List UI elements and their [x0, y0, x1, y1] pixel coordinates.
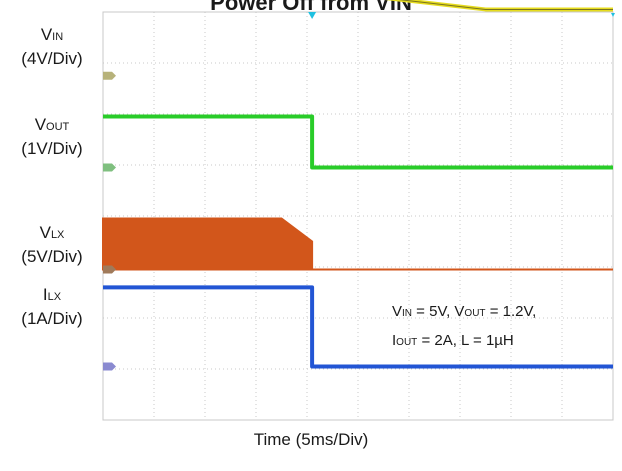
- page-title: Power Off from VIN: [210, 0, 412, 15]
- trigger-marker: [308, 12, 317, 19]
- vin-label-scale: (4V/Div): [21, 49, 83, 68]
- vlx-channel-label: VLX (5V/Div): [6, 222, 98, 267]
- condition-text-part: V: [392, 303, 403, 320]
- condition-text-part: I: [392, 332, 397, 349]
- condition-text-part: = 1.2V,: [485, 303, 537, 320]
- traces: [102, 0, 613, 369]
- condition-text-part: IN: [402, 308, 413, 319]
- channel-markers: [103, 12, 615, 371]
- vout-label-scale: (1V/Div): [21, 139, 83, 158]
- x-axis-label: Time (5ms/Div): [253, 430, 369, 449]
- vlx-label-scale: (5V/Div): [21, 247, 83, 266]
- ilx-ground-marker: [103, 362, 116, 371]
- condition-text-part: OUT: [464, 308, 486, 319]
- ilx-label-scale: (1A/Div): [21, 309, 83, 328]
- ilx-label-symbol: ILX: [42, 285, 62, 304]
- vin-ground-marker: [103, 71, 116, 80]
- vin-trace-edge: [398, 0, 613, 10]
- test-conditions: VIN = 5V, VOUT = 1.2V, IOUT = 2A, L = 1µ…: [392, 298, 536, 356]
- trigger-level-marker: [611, 13, 615, 17]
- ilx-channel-label: ILX (1A/Div): [6, 284, 98, 329]
- vlx-ground-marker: [103, 265, 116, 274]
- conditions-line-2: IOUT = 2A, L = 1µH: [392, 327, 536, 356]
- condition-text-part: OUT: [396, 337, 418, 348]
- vin-label-symbol: VIN: [40, 25, 64, 44]
- vin-trace: [385, 0, 613, 12]
- ilx-trace: [103, 285, 613, 369]
- condition-text-part: = 2A, L = 1µH: [417, 332, 514, 349]
- vlx-trace: [102, 217, 613, 271]
- condition-text-part: = 5V, V: [412, 303, 465, 320]
- conditions-line-1: VIN = 5V, VOUT = 1.2V,: [392, 298, 536, 327]
- vout-trace: [103, 114, 613, 170]
- vlx-label-symbol: VLX: [39, 223, 65, 242]
- grid: [102, 11, 614, 421]
- vout-channel-label: VOUT (1V/Div): [6, 114, 98, 159]
- vout-ground-marker: [103, 163, 116, 172]
- vin-channel-label: VIN (4V/Div): [6, 24, 98, 69]
- vout-label-symbol: VOUT: [34, 115, 70, 134]
